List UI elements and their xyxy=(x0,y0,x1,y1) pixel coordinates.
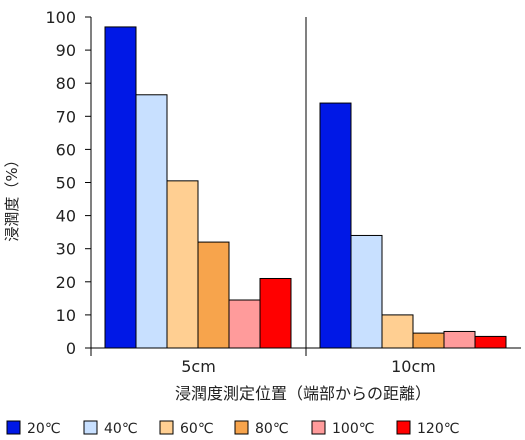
legend-swatch xyxy=(311,420,326,435)
legend-swatch xyxy=(234,420,249,435)
y-tick-label: 0 xyxy=(66,339,76,358)
bars-layer xyxy=(104,26,507,349)
bar-20℃-10cm xyxy=(319,102,352,349)
x-tick-label: 10cm xyxy=(391,357,436,376)
bar-100℃-10cm xyxy=(443,330,476,349)
y-tick-label: 80 xyxy=(56,74,76,93)
y-tick-label: 10 xyxy=(56,306,76,325)
y-tick-labels: 0 10 20 30 40 50 60 70 80 90 100 xyxy=(45,8,76,358)
legend: 20℃ 40℃ 60℃ 80℃ 100℃ 120℃ xyxy=(6,420,459,437)
legend-swatch xyxy=(396,420,411,435)
legend-label: 60℃ xyxy=(180,421,214,437)
legend-swatch xyxy=(6,420,21,435)
y-tick-label: 20 xyxy=(56,273,76,292)
legend-swatch xyxy=(83,420,98,435)
x-tick-label: 5cm xyxy=(181,357,216,376)
legend-label: 80℃ xyxy=(255,421,289,437)
bar-40℃-5cm xyxy=(135,94,168,349)
bar-120℃-5cm xyxy=(259,277,292,349)
y-tick-label: 60 xyxy=(56,140,76,159)
y-tick-label: 100 xyxy=(45,8,76,27)
bar-40℃-10cm xyxy=(350,234,383,349)
legend-label: 100℃ xyxy=(332,421,374,437)
legend-label: 120℃ xyxy=(417,421,459,437)
bar-80℃-10cm xyxy=(412,332,445,349)
bar-100℃-5cm xyxy=(228,299,261,349)
bar-80℃-5cm xyxy=(197,241,230,349)
y-tick-label: 30 xyxy=(56,240,76,259)
legend-swatch xyxy=(159,420,174,435)
bar-120℃-10cm xyxy=(474,335,507,349)
x-axis-label: 浸潤度測定位置（端部からの距離） xyxy=(175,384,431,403)
bar-20℃-5cm xyxy=(104,26,137,349)
x-tick-labels: 5cm 10cm xyxy=(181,357,436,376)
bar-60℃-10cm xyxy=(381,314,414,349)
legend-label: 20℃ xyxy=(27,421,61,437)
y-tick-label: 40 xyxy=(56,207,76,226)
y-tick-label: 50 xyxy=(56,174,76,193)
y-tick-label: 70 xyxy=(56,107,76,126)
bar-60℃-5cm xyxy=(166,180,199,349)
y-axis-label: 浸潤度（%） xyxy=(3,152,21,241)
legend-label: 40℃ xyxy=(104,421,138,437)
y-tick-label: 90 xyxy=(56,41,76,60)
